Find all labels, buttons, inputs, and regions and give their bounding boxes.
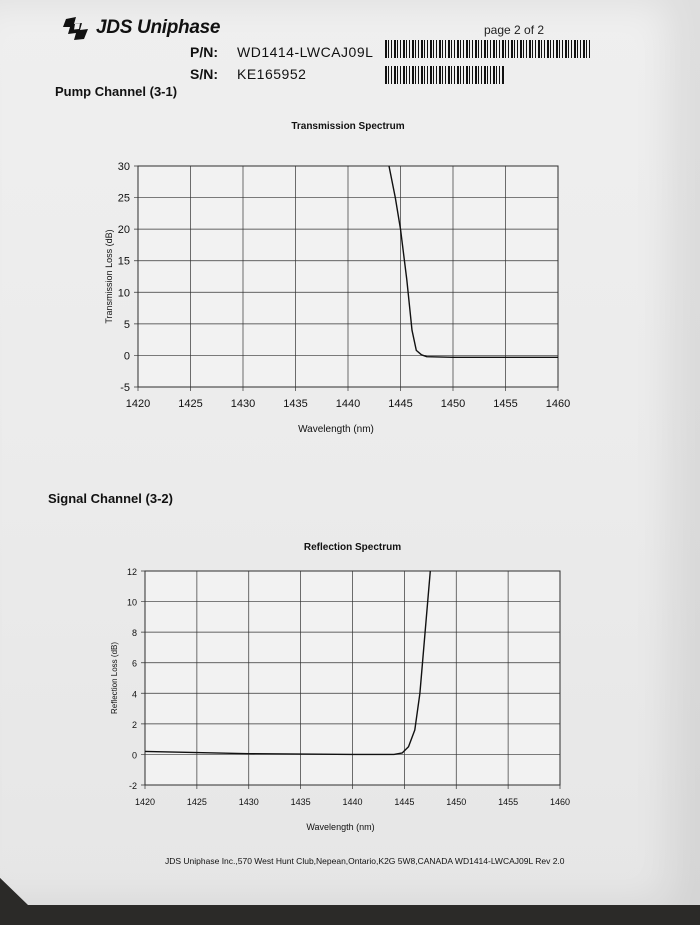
- reflection-y-tick-label: 2: [132, 720, 137, 730]
- spectrum-charts: 1420 1425 1430 1435 1440 1445 1450 1455 1460 -5 0 5…: [104, 121, 570, 832]
- reflection-x-axis-label: Wavelength (nm): [306, 822, 374, 832]
- pn-value: WD1414-LWCAJ09L: [237, 44, 374, 60]
- transmission-x-tick-label: 1420: [126, 398, 150, 410]
- reflection-x-tick-label: 1430: [239, 797, 259, 807]
- reflection-x-tick-label: 1460: [550, 797, 570, 807]
- pn-label: P/N:: [190, 44, 218, 60]
- transmission-y-tick-label: -5: [120, 382, 130, 394]
- jdsu-logo-icon: [63, 17, 88, 40]
- reflection-x-tick-label: 1425: [187, 797, 207, 807]
- company-logo: JDS Uniphase: [62, 15, 220, 41]
- transmission-x-tick-label: 1455: [493, 398, 517, 410]
- transmission-y-tick-label: 20: [118, 224, 130, 236]
- page-number: page 2 of 2: [484, 23, 545, 37]
- transmission-y-tick-label: 0: [124, 350, 130, 362]
- reflection-y-tick-label: 12: [127, 567, 137, 577]
- sn-barcode: [385, 66, 505, 84]
- transmission-y-tick-label: 15: [118, 256, 130, 268]
- transmission-y-tick-label: 30: [118, 161, 130, 173]
- reflection-x-tick-label: 1435: [291, 797, 311, 807]
- reflection-y-axis-label: Reflection Loss (dB): [110, 642, 119, 714]
- company-name: JDS Uniphase: [96, 17, 221, 38]
- transmission-y-axis-label: Transmission Loss (dB): [104, 229, 114, 323]
- reflection-y-tick-label: 0: [132, 750, 137, 760]
- reflection-y-tick-label: -2: [129, 781, 137, 791]
- transmission-y-tick-label: 5: [124, 319, 130, 331]
- reflection-x-tick-label: 1445: [394, 797, 414, 807]
- reflection-y-tick-label: 8: [132, 628, 137, 638]
- transmission-x-tick-label: 1430: [231, 398, 255, 410]
- reflection-x-tick-label: 1420: [135, 797, 155, 807]
- transmission-x-axis-label: Wavelength (nm): [298, 424, 374, 435]
- transmission-series-line: [388, 165, 558, 358]
- signal-channel-heading: Signal Channel (3-2): [48, 491, 173, 506]
- transmission-x-tick-label: 1450: [441, 398, 465, 410]
- transmission-x-tick-label: 1445: [388, 398, 412, 410]
- transmission-x-tick-label: 1460: [546, 398, 570, 410]
- transmission-x-tick-label: 1440: [336, 398, 360, 410]
- reflection-y-tick-label: 10: [127, 598, 137, 608]
- reflection-series-line: [144, 570, 431, 756]
- sn-label: S/N:: [190, 66, 218, 82]
- transmission-y-tick-label: 25: [118, 193, 130, 205]
- reflection-x-tick-label: 1450: [446, 797, 466, 807]
- transmission-x-tick-label: 1435: [283, 398, 307, 410]
- transmission-x-tick-label: 1425: [178, 398, 202, 410]
- reflection-y-tick-label: 6: [132, 659, 137, 669]
- pn-barcode: [385, 40, 590, 58]
- transmission-chart-title: Transmission Spectrum: [291, 121, 404, 132]
- reflection-x-tick-label: 1455: [498, 797, 518, 807]
- reflection-y-tick-label: 4: [132, 689, 137, 699]
- footer-address: JDS Uniphase Inc.,570 West Hunt Club,Nep…: [165, 856, 565, 866]
- pump-channel-heading: Pump Channel (3-1): [55, 84, 178, 99]
- reflection-x-tick-label: 1440: [342, 797, 362, 807]
- sn-value: KE165952: [237, 66, 307, 82]
- transmission-y-tick-label: 10: [118, 287, 130, 299]
- reflection-chart-title: Reflection Spectrum: [304, 542, 401, 553]
